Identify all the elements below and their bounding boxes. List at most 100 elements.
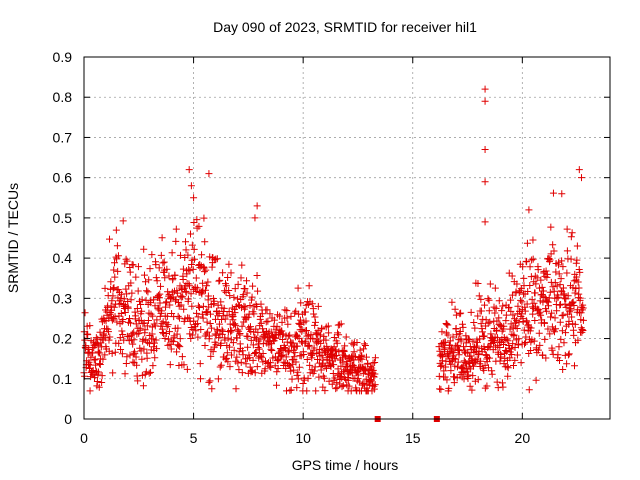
data-point	[242, 360, 250, 368]
data-point	[225, 343, 233, 351]
y-tick-label: 0.2	[53, 331, 73, 347]
data-point	[500, 322, 508, 330]
data-point	[484, 295, 492, 303]
data-point	[258, 353, 266, 361]
data-point	[487, 330, 495, 338]
data-point	[302, 326, 310, 334]
data-point	[491, 309, 499, 317]
data-point	[165, 328, 173, 336]
data-point	[526, 263, 534, 271]
data-point	[495, 314, 503, 322]
data-point	[118, 327, 126, 335]
data-point	[143, 322, 151, 330]
data-point	[338, 383, 346, 391]
data-point	[331, 347, 339, 355]
data-point	[243, 289, 251, 297]
data-point	[557, 335, 565, 343]
data-point	[560, 339, 568, 347]
data-point	[195, 222, 203, 230]
data-point	[99, 330, 107, 338]
data-point	[561, 300, 569, 308]
data-point	[158, 234, 166, 242]
data-point	[223, 354, 231, 362]
data-point	[292, 307, 300, 315]
y-tick-labels: 0 0.1 0.2 0.3 0.4 0.5 0.6 0.7 0.8 0.9	[53, 49, 73, 427]
data-point	[123, 290, 131, 298]
data-point	[192, 288, 200, 296]
data-point	[513, 351, 521, 359]
data-point	[101, 351, 109, 359]
data-point	[119, 217, 127, 225]
data-point	[575, 284, 583, 292]
data-point	[246, 363, 254, 371]
data-point	[535, 310, 543, 318]
data-point	[518, 298, 526, 306]
plot-frame	[83, 56, 611, 420]
data-point	[95, 383, 103, 391]
data-point	[295, 363, 303, 371]
data-point	[200, 268, 208, 276]
data-point	[287, 312, 295, 320]
data-point	[110, 303, 118, 311]
data-point	[176, 343, 184, 351]
data-point	[554, 351, 562, 359]
data-point	[208, 385, 216, 393]
data-point	[340, 368, 348, 376]
data-point	[574, 336, 582, 344]
data-point	[310, 367, 318, 375]
data-point	[208, 263, 216, 271]
data-point	[225, 260, 233, 268]
data-point	[231, 321, 239, 329]
data-point	[579, 301, 587, 309]
data-point	[175, 362, 183, 370]
data-point	[164, 335, 172, 343]
data-point	[184, 251, 192, 259]
data-point	[570, 362, 578, 370]
data-point	[237, 358, 245, 366]
data-point	[251, 369, 259, 377]
data-point	[333, 339, 341, 347]
data-point-outlier	[251, 214, 259, 222]
data-point	[131, 308, 139, 316]
data-point	[286, 387, 294, 395]
data-point	[188, 302, 196, 310]
data-point	[138, 296, 146, 304]
data-point	[442, 320, 450, 328]
data-point	[317, 366, 325, 374]
data-point	[484, 319, 492, 327]
data-point	[227, 328, 235, 336]
data-point	[223, 311, 231, 319]
data-point	[228, 351, 236, 359]
data-point	[284, 320, 292, 328]
data-point	[146, 265, 154, 273]
data-point	[126, 351, 134, 359]
data-point	[466, 382, 474, 390]
data-point	[149, 335, 157, 343]
data-point-outlier	[187, 182, 195, 190]
data-point	[170, 332, 178, 340]
x-tick-labels: 0 5 10 15 20	[80, 430, 530, 446]
data-point-outlier	[253, 202, 261, 210]
data-point	[197, 325, 205, 333]
data-point	[140, 345, 148, 353]
data-point	[575, 290, 583, 298]
data-point	[300, 376, 308, 384]
data-point	[474, 376, 482, 384]
data-point	[261, 365, 269, 373]
data-point	[350, 348, 358, 356]
data-point	[365, 370, 373, 378]
data-point	[204, 292, 212, 300]
data-point	[267, 345, 275, 353]
data-point	[328, 353, 336, 361]
data-point	[507, 296, 515, 304]
data-point	[474, 312, 482, 320]
data-point	[98, 378, 106, 386]
data-point	[300, 350, 308, 358]
data-point	[148, 251, 156, 259]
data-point	[492, 304, 500, 312]
data-point	[203, 318, 211, 326]
data-point	[180, 305, 188, 313]
data-point	[496, 343, 504, 351]
data-point	[527, 346, 535, 354]
data-point	[342, 333, 350, 341]
